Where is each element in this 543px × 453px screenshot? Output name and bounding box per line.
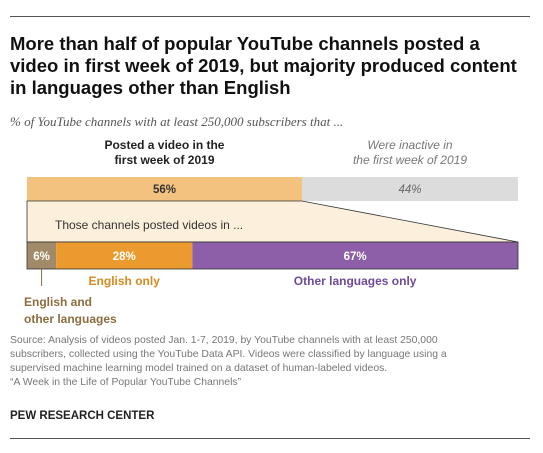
bottom-bar-value-label: 28% xyxy=(113,251,136,263)
source-line: subscribers, collected using the YouTube… xyxy=(10,349,447,360)
top-category-label: Were inactive in xyxy=(367,138,452,152)
bottom-bar-outline xyxy=(26,241,519,270)
bottom-bar-segment xyxy=(192,242,519,269)
bottom-category-label: other languages xyxy=(24,312,117,326)
source-line: supervised machine learning model traine… xyxy=(10,363,388,374)
bottom-rule xyxy=(10,438,530,439)
source-note: Source: Analysis of videos posted Jan. 1… xyxy=(10,334,530,390)
top-bar-value-label: 56% xyxy=(153,184,176,196)
top-category-label: Posted a video in the xyxy=(104,138,224,152)
top-category-label: first week of 2019 xyxy=(114,153,214,167)
top-bar-segment xyxy=(301,177,518,201)
bottom-bar-segment xyxy=(56,242,193,269)
chart-title: More than half of popular YouTube channe… xyxy=(10,33,517,98)
pew-research-credit: PEW RESEARCH CENTER xyxy=(10,410,155,422)
bottom-bar-segment xyxy=(27,242,57,269)
bottom-category-label: Other languages only xyxy=(294,274,417,288)
top-category-label: the first week of 2019 xyxy=(353,153,467,167)
top-bar-value-label: 44% xyxy=(398,184,421,196)
callout-text: Those channels posted videos in ... xyxy=(55,218,243,232)
bottom-bar-group: 6% 28% 67% English and other languages Englis… xyxy=(24,241,519,326)
report-title: “A Week in the Life of Popular YouTube C… xyxy=(10,377,242,388)
bottom-bar-value-label: 67% xyxy=(344,251,367,263)
chart-subtitle: % of YouTube channels with at least 250,… xyxy=(10,114,344,129)
top-bar-segment xyxy=(27,177,302,201)
bottom-category-label: English and xyxy=(24,295,92,309)
bottom-category-label: English only xyxy=(89,274,161,288)
source-line: Source: Analysis of videos posted Jan. 1… xyxy=(10,335,438,346)
callout-group: Those channels posted videos in ... xyxy=(26,200,519,243)
top-rule xyxy=(10,16,530,17)
bottom-bar-value-label: 6% xyxy=(33,251,50,263)
